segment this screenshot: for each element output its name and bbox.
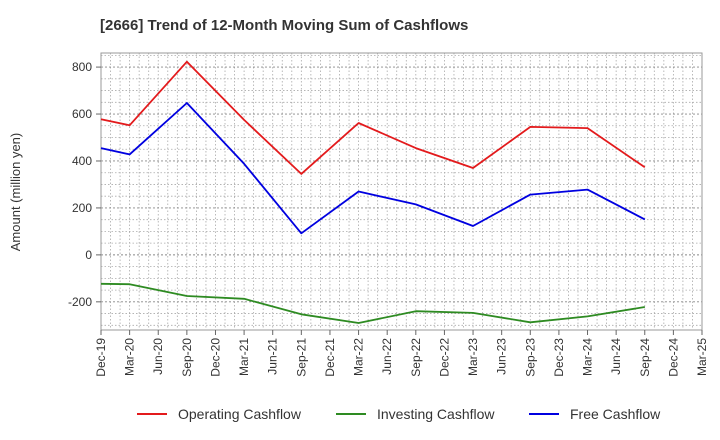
y-tick-label: 800 xyxy=(72,60,92,74)
operating-cashflow-legend-label: Operating Cashflow xyxy=(178,406,302,422)
x-tick-label: Sep-24 xyxy=(638,338,652,377)
operating-cashflow-line xyxy=(100,60,646,175)
y-tick-label: 600 xyxy=(72,107,92,121)
free-cashflow-legend-label: Free Cashflow xyxy=(570,406,661,422)
x-tick-label: Jun-21 xyxy=(266,338,280,375)
x-tick-label: Mar-25 xyxy=(695,338,709,376)
x-axis: Dec-19 Mar-20 Jun-20 Sep-20 Dec-20 Mar-21 Jun-… xyxy=(94,330,709,377)
y-tick-label: -200 xyxy=(68,295,92,309)
x-tick-label: Mar-23 xyxy=(466,338,480,376)
y-axis: -200 0 200 400 600 800 xyxy=(68,60,101,309)
plot-area xyxy=(100,52,703,331)
x-tick-label: Dec-20 xyxy=(208,338,222,377)
y-axis-label: Amount (million yen) xyxy=(8,133,23,252)
x-tick-label: Dec-21 xyxy=(323,338,337,377)
x-tick-label: Sep-23 xyxy=(523,338,537,377)
investing-cashflow-line xyxy=(100,282,645,324)
chart-title: [2666] Trend of 12-Month Moving Sum of C… xyxy=(100,17,468,34)
y-tick-label: 400 xyxy=(72,154,92,168)
x-tick-label: Jun-20 xyxy=(151,338,165,375)
x-tick-label: Dec-24 xyxy=(666,338,680,377)
legend: Operating Cashflow Investing Cashflow Free… xyxy=(137,406,661,422)
x-tick-label: Sep-22 xyxy=(409,338,423,377)
grid xyxy=(101,53,702,330)
free-cashflow-line xyxy=(100,102,646,235)
x-tick-label: Mar-21 xyxy=(237,338,251,376)
x-tick-label: Dec-22 xyxy=(437,338,451,377)
x-tick-label: Dec-19 xyxy=(94,338,108,377)
x-tick-label: Jun-23 xyxy=(495,338,509,375)
x-tick-label: Sep-20 xyxy=(180,338,194,377)
x-tick-label: Mar-20 xyxy=(123,338,137,376)
x-tick-label: Jun-22 xyxy=(380,338,394,375)
x-tick-label: Dec-23 xyxy=(552,338,566,377)
investing-cashflow-legend-label: Investing Cashflow xyxy=(377,406,495,422)
y-tick-label: 0 xyxy=(85,248,92,262)
x-tick-label: Jun-24 xyxy=(609,338,623,375)
series-lines xyxy=(100,60,646,324)
y-tick-label: 200 xyxy=(72,201,92,215)
x-tick-label: Mar-22 xyxy=(352,338,366,376)
x-tick-label: Mar-24 xyxy=(581,338,595,376)
x-tick-label: Sep-21 xyxy=(294,338,308,377)
